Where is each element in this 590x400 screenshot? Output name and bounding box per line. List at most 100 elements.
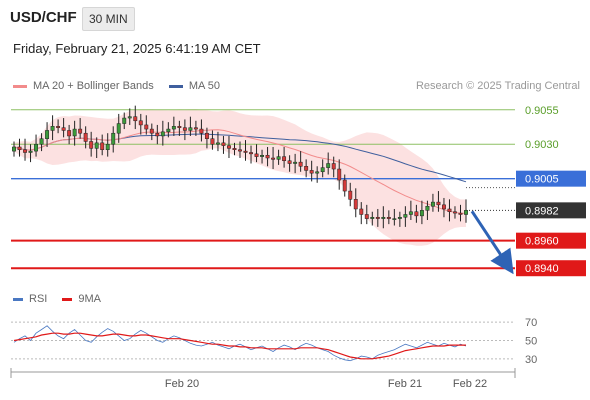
price-levels: 0.9055 0.9030 0.9005 0.8982 0.8960 0.8940 xyxy=(11,105,586,277)
candle-body xyxy=(243,150,248,153)
level-label-0.9030: 0.9030 xyxy=(525,139,559,151)
legend-label-rsi: RSI xyxy=(29,293,48,305)
candle-body xyxy=(232,148,237,150)
candle-body xyxy=(127,116,132,119)
candle-body xyxy=(359,208,364,215)
candle-body xyxy=(254,153,259,157)
legend-item-rsi: RSI xyxy=(13,293,47,305)
candle-body xyxy=(177,126,182,128)
level-tag-0.8960 xyxy=(516,232,586,249)
candle-body xyxy=(45,130,50,139)
candle-body xyxy=(287,160,292,164)
candle-body xyxy=(276,156,281,160)
candle-body xyxy=(116,123,121,134)
level-tag-0.9005 xyxy=(516,170,586,187)
candle-body xyxy=(144,124,149,130)
candle-body xyxy=(370,216,375,219)
forecast-arrow xyxy=(470,210,514,275)
candle-body xyxy=(23,149,27,153)
ma20-line xyxy=(13,129,466,214)
candle-body xyxy=(419,210,424,217)
x-axis: Feb 20 Feb 21 Feb 22 xyxy=(10,368,516,390)
legend-label-ma50: MA 50 xyxy=(188,80,221,92)
symbol-title: USD/CHF xyxy=(10,9,77,26)
legend-swatch-9ma xyxy=(62,297,73,301)
candle-body xyxy=(210,138,215,145)
candle-body xyxy=(138,120,143,126)
rsi-panel: 70 50 30 xyxy=(11,317,537,366)
candle-body xyxy=(171,126,176,130)
candle-body xyxy=(414,211,419,217)
level-label-0.8982: 0.8982 xyxy=(525,205,559,217)
candle-body xyxy=(309,170,314,174)
x-tick-label: Feb 21 xyxy=(388,378,422,390)
level-label-0.8940: 0.8940 xyxy=(525,263,559,275)
candle-body xyxy=(364,214,369,219)
level-tag-0.8940 xyxy=(516,260,586,277)
candle-body xyxy=(442,204,446,210)
candle-body xyxy=(425,205,430,211)
candle-body xyxy=(155,132,160,137)
candle-body xyxy=(204,132,209,139)
candle-body xyxy=(464,210,468,215)
candle-body xyxy=(72,128,77,137)
candle-body xyxy=(408,211,413,215)
moving-averages xyxy=(13,129,467,214)
candle-body xyxy=(342,179,347,192)
candle-body xyxy=(39,138,44,145)
candle-body xyxy=(381,216,386,219)
rsi-series-9MA xyxy=(13,332,466,360)
x-tick-label: Feb 22 xyxy=(453,378,487,390)
level-tag-0.8982 xyxy=(516,202,586,219)
candle-body xyxy=(282,156,287,162)
bollinger-bands xyxy=(14,109,466,246)
candle-body xyxy=(348,190,353,200)
candle-body xyxy=(386,216,391,219)
copyright-text: Research © 2025 Trading Central xyxy=(415,80,580,92)
candle-body xyxy=(337,168,342,181)
candle-body xyxy=(430,201,435,207)
candle-body xyxy=(298,161,303,167)
candle-body xyxy=(397,216,402,219)
legend-item-9ma: 9MA xyxy=(62,293,101,305)
level-label-0.8960: 0.8960 xyxy=(525,236,559,248)
rsi-series-RSI xyxy=(13,325,467,362)
candle-body xyxy=(293,161,298,164)
candle-body xyxy=(56,126,61,128)
candle-body xyxy=(188,127,193,131)
candle-body xyxy=(265,154,270,159)
candle-body xyxy=(447,208,452,212)
level-label-0.9055: 0.9055 xyxy=(525,105,559,117)
legend-swatch-ma20 xyxy=(13,84,27,88)
candle-body xyxy=(320,167,325,173)
legend-item-ma50: MA 50 xyxy=(168,80,221,92)
candle-body xyxy=(331,163,336,170)
candle-body xyxy=(111,132,116,145)
candle-body xyxy=(78,128,83,134)
x-tick-label: Feb 20 xyxy=(165,378,199,390)
legend-swatch-rsi xyxy=(13,297,23,301)
timeframe-badge[interactable]: 30 MIN xyxy=(82,7,135,31)
candle-body xyxy=(403,214,408,218)
rsi-tick-30: 30 xyxy=(525,354,537,366)
candle-body xyxy=(315,171,320,174)
candle-body xyxy=(216,142,220,145)
legend-item-ma20: MA 20 + Bollinger Bands xyxy=(13,80,154,92)
candle-body xyxy=(122,117,127,124)
candle-body xyxy=(199,128,204,134)
candle-body xyxy=(227,145,231,149)
candle-body xyxy=(12,146,16,152)
candle-body xyxy=(238,149,242,152)
candle-body xyxy=(160,131,165,137)
candlesticks xyxy=(12,105,468,229)
rsi-tick-70: 70 xyxy=(525,317,537,329)
candle-body xyxy=(249,152,253,155)
candle-body xyxy=(304,166,309,171)
candle-body xyxy=(436,201,441,206)
candle-body xyxy=(182,127,187,131)
candle-body xyxy=(221,142,226,146)
datetime-label: Friday, February 21, 2025 6:41:19 AM CET xyxy=(13,41,261,56)
candle-body xyxy=(89,141,94,149)
candle-body xyxy=(67,130,72,137)
candle-body xyxy=(34,143,38,152)
